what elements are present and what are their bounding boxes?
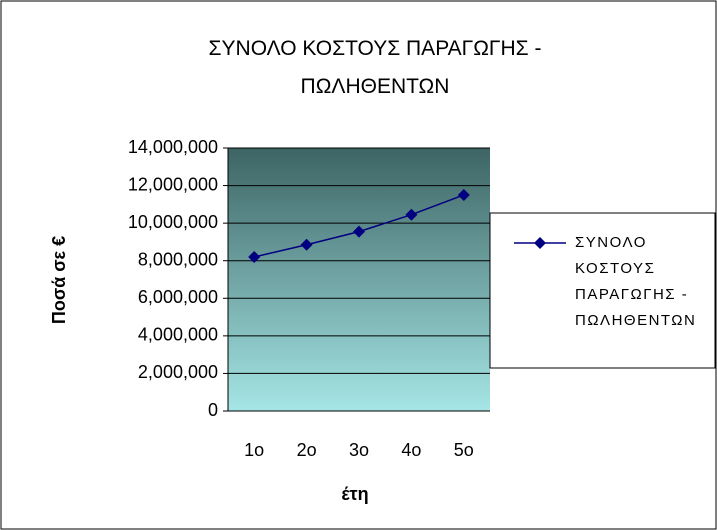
y-tick-label: 14,000,000: [128, 137, 218, 157]
y-tick-label: 12,000,000: [128, 174, 218, 194]
y-axis-label: Ποσά σε €: [49, 236, 69, 324]
point: [353, 225, 365, 238]
point: [248, 250, 261, 263]
point: [405, 208, 418, 221]
y-tick-label: 10,000,000: [128, 212, 218, 232]
y-tick-label: 4,000,000: [138, 325, 218, 345]
x-tick-label: 4ο: [401, 440, 421, 460]
legend-swatch-marker: [534, 237, 546, 249]
chart-title: ΣΥΝΟΛΟ ΚΟΣΤΟΥΣ ΠΑΡΑΓΩΓΗΣ - ΠΩΛΗΘΕΝΤΩΝ: [208, 37, 542, 98]
x-tick-label: 2ο: [297, 440, 317, 460]
x-tick-label: 5ο: [454, 440, 474, 460]
x-tick-label: 3ο: [349, 440, 369, 460]
point: [300, 238, 313, 251]
y-tick-label: 6,000,000: [138, 287, 218, 307]
x-tick-label: 1ο: [244, 440, 264, 460]
point: [457, 188, 470, 201]
legend-box: [489, 212, 716, 369]
y-tick-label: 2,000,000: [138, 362, 218, 382]
plot-area: [228, 148, 490, 411]
legend-label: ΣΥΝΟΛΟ ΚΟΣΤΟΥΣ ΠΑΡΑΓΩΓΗΣ - ΠΩΛΗΘΕΝΤΩΝ: [575, 234, 697, 329]
x-axis-label: έτη: [341, 484, 368, 504]
y-tick-label: 8,000,000: [138, 249, 218, 269]
y-tick-label: 0: [208, 400, 218, 420]
